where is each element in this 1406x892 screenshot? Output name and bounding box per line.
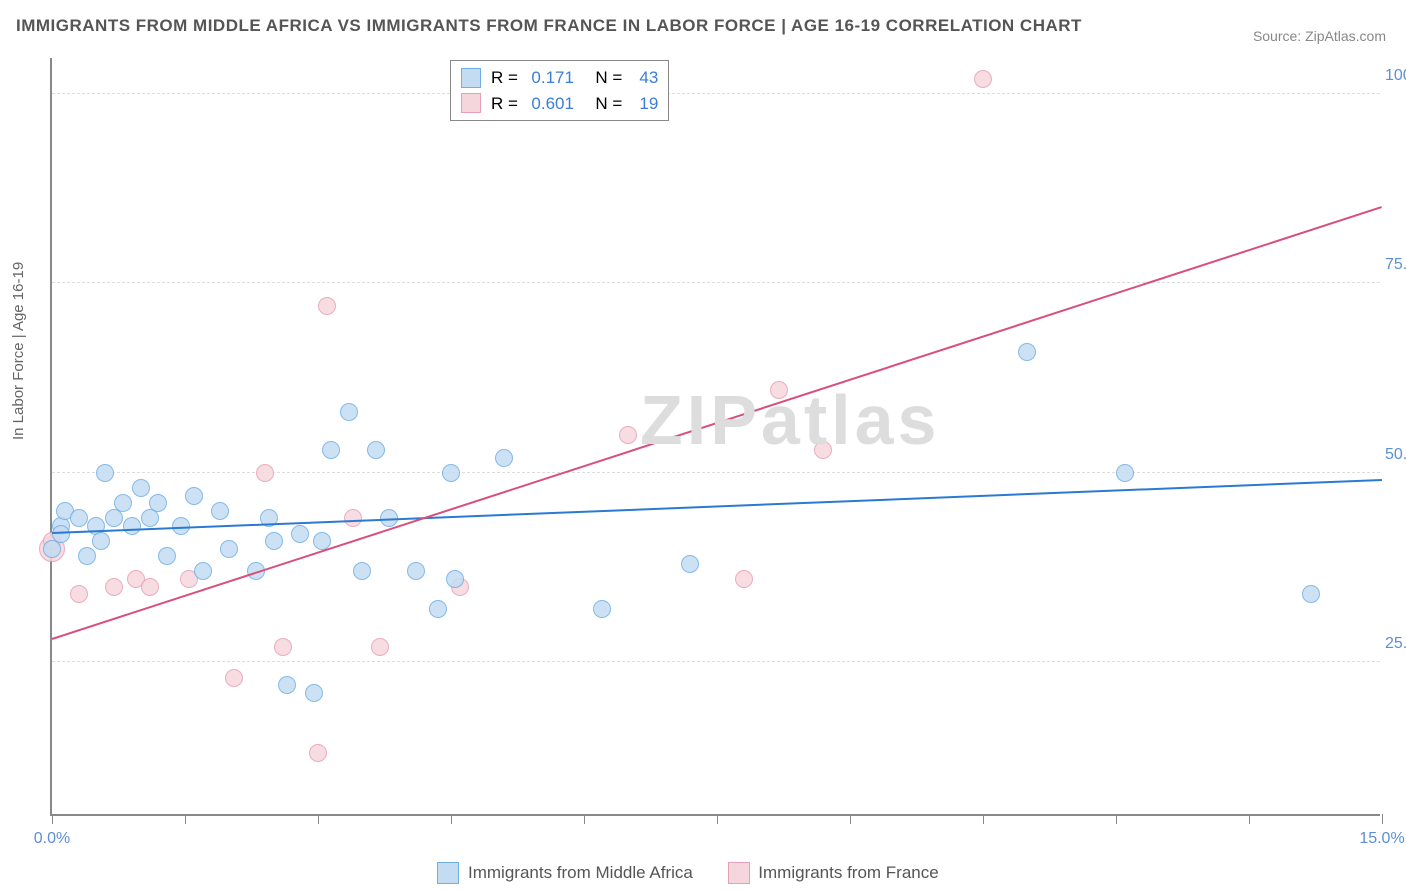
legend-label: Immigrants from Middle Africa — [463, 863, 697, 882]
trendline-middle-africa — [52, 478, 1382, 533]
x-tick-label: 0.0% — [34, 830, 70, 848]
series-legend: Immigrants from Middle Africa Immigrants… — [0, 862, 1406, 884]
point-middle-africa — [353, 562, 371, 580]
point-middle-africa — [1302, 585, 1320, 603]
point-france — [274, 638, 292, 656]
n-value: 19 — [628, 91, 658, 117]
x-tick — [1382, 814, 1383, 824]
source-label: Source: ZipAtlas.com — [1253, 28, 1386, 44]
legend-row: R = 0.601 N = 19 — [461, 91, 658, 117]
point-middle-africa — [211, 502, 229, 520]
x-tick — [185, 814, 186, 824]
point-middle-africa — [1116, 464, 1134, 482]
gridline — [52, 472, 1380, 473]
point-middle-africa — [265, 532, 283, 550]
x-tick — [318, 814, 319, 824]
x-tick — [52, 814, 53, 824]
point-middle-africa — [278, 676, 296, 694]
point-middle-africa — [681, 555, 699, 573]
legend-swatch — [461, 68, 481, 88]
point-france — [735, 570, 753, 588]
x-tick — [1249, 814, 1250, 824]
point-france — [318, 297, 336, 315]
point-middle-africa — [185, 487, 203, 505]
point-france — [309, 744, 327, 762]
gridline — [52, 93, 1380, 94]
point-middle-africa — [78, 547, 96, 565]
point-middle-africa — [322, 441, 340, 459]
x-tick-label: 15.0% — [1359, 830, 1404, 848]
point-middle-africa — [495, 449, 513, 467]
point-middle-africa — [149, 494, 167, 512]
y-tick-label: 25.0% — [1385, 635, 1406, 653]
r-label: R = — [491, 91, 518, 117]
x-tick — [1116, 814, 1117, 824]
gridline — [52, 661, 1380, 662]
point-middle-africa — [1018, 343, 1036, 361]
point-middle-africa — [96, 464, 114, 482]
point-france — [371, 638, 389, 656]
legend-swatch — [728, 862, 750, 884]
y-axis-label: In Labor Force | Age 16-19 — [10, 262, 27, 440]
legend-row: R = 0.171 N = 43 — [461, 65, 658, 91]
point-middle-africa — [194, 562, 212, 580]
x-tick — [850, 814, 851, 824]
y-tick-label: 50.0% — [1385, 446, 1406, 464]
n-label: N = — [595, 91, 622, 117]
point-france — [619, 426, 637, 444]
point-france — [814, 441, 832, 459]
point-france — [105, 578, 123, 596]
legend-label: Immigrants from France — [754, 863, 939, 882]
point-middle-africa — [132, 479, 150, 497]
x-tick — [584, 814, 585, 824]
r-value: 0.601 — [524, 91, 574, 117]
chart-plot-area: 25.0%50.0%75.0%100.0%0.0%15.0% — [50, 58, 1380, 816]
x-tick — [717, 814, 718, 824]
gridline — [52, 282, 1380, 283]
point-middle-africa — [367, 441, 385, 459]
point-france — [141, 578, 159, 596]
point-middle-africa — [70, 509, 88, 527]
point-middle-africa — [114, 494, 132, 512]
legend-swatch — [461, 93, 481, 113]
point-middle-africa — [593, 600, 611, 618]
point-middle-africa — [340, 403, 358, 421]
point-france — [770, 381, 788, 399]
chart-title: IMMIGRANTS FROM MIDDLE AFRICA VS IMMIGRA… — [16, 16, 1082, 36]
point-middle-africa — [407, 562, 425, 580]
point-middle-africa — [92, 532, 110, 550]
point-france — [256, 464, 274, 482]
x-tick — [983, 814, 984, 824]
n-value: 43 — [628, 65, 658, 91]
n-label: N = — [595, 65, 622, 91]
y-tick-label: 75.0% — [1385, 256, 1406, 274]
point-middle-africa — [429, 600, 447, 618]
r-value: 0.171 — [524, 65, 574, 91]
y-tick-label: 100.0% — [1385, 67, 1406, 85]
point-middle-africa — [291, 525, 309, 543]
point-france — [225, 669, 243, 687]
point-middle-africa — [442, 464, 460, 482]
point-middle-africa — [220, 540, 238, 558]
point-middle-africa — [158, 547, 176, 565]
r-label: R = — [491, 65, 518, 91]
point-middle-africa — [446, 570, 464, 588]
point-france — [344, 509, 362, 527]
point-france — [974, 70, 992, 88]
correlation-legend: R = 0.171 N = 43R = 0.601 N = 19 — [450, 60, 669, 121]
point-france — [70, 585, 88, 603]
point-middle-africa — [305, 684, 323, 702]
x-tick — [451, 814, 452, 824]
trendline-france — [52, 206, 1383, 640]
point-middle-africa — [123, 517, 141, 535]
legend-swatch — [437, 862, 459, 884]
